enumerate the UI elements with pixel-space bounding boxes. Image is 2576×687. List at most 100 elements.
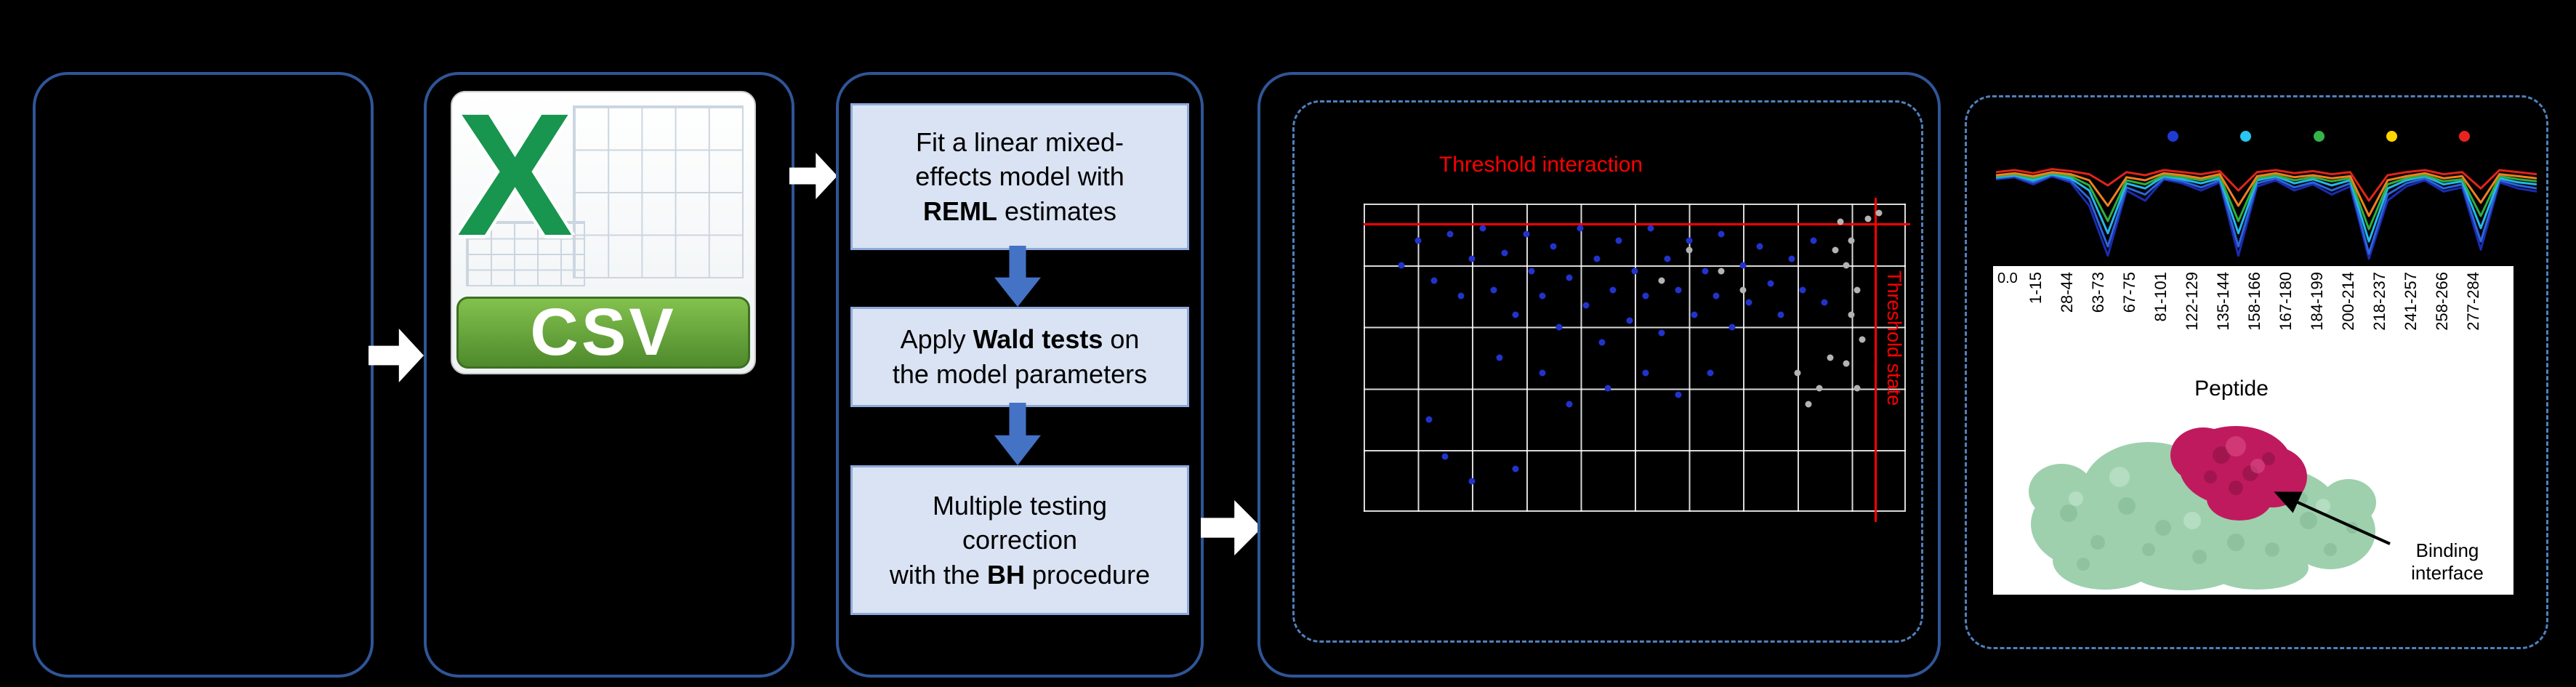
scatter-dot [1810,237,1817,244]
scatter-dot [1593,255,1601,262]
scatter-dot [1512,311,1519,318]
protein-structure-image [2018,404,2527,595]
scatter-dot [1859,336,1866,343]
scatter-dot [1582,302,1590,309]
peptide-label: 81-101 [2152,272,2170,322]
legend-dot-icon [2313,130,2325,142]
scatter-dot [1658,329,1665,337]
binding-interface-label: Binding interface [2411,539,2484,584]
peptide-label: 241-257 [2402,272,2420,331]
scatter-dot [1647,225,1654,232]
flow-step-line: correction [962,525,1078,555]
peptide-label: 167-180 [2277,272,2295,331]
peptide-label: 67-75 [2120,272,2138,313]
scatter-dot [1658,277,1665,284]
scatter-dot [1843,262,1850,269]
scatter-dot [1777,311,1784,318]
threshold-interaction-label: Threshold interaction [1438,153,1643,177]
threshold-interaction-line [1364,223,1910,225]
legend-dot-icon [2459,130,2470,142]
scatter-dot [1550,243,1557,250]
scatter-dot [1501,249,1508,257]
flow-step-line: REML estimates [922,196,1117,226]
scatter-dot [1864,215,1872,222]
scatter-dot [1577,225,1584,232]
peptide-label: 258-266 [2433,272,2451,331]
scatter-dot [1718,230,1725,238]
scatter-dot [1528,268,1535,275]
scatter-dot [1843,360,1850,367]
scatter-dot [1609,286,1617,294]
legend-dot-icon [2386,130,2397,142]
scatter-dot [1446,230,1454,238]
peptide-label: 63-73 [2089,272,2107,313]
scatter-dot [1566,274,1573,281]
scatter-dot [1691,311,1698,318]
scatter-dot [1756,243,1763,250]
scatter-dot [1626,317,1633,324]
scatter-dot [1675,391,1682,398]
scatter-dot [1821,299,1828,306]
scatter-dot [1794,369,1801,377]
uptake-chart-svg [1995,168,2537,260]
scatter-dot [1598,339,1606,346]
flow-step-line: the model parameters [892,359,1148,389]
results-structure-dashed-border [1965,95,2548,649]
scatter-dot [1430,277,1438,284]
scatter-dot [1816,385,1823,392]
flow-step-line: Fit a linear mixed- [915,126,1124,157]
peptide-label: 200-214 [2339,272,2357,331]
scatter-dot [1686,237,1693,244]
scatter-dot [1615,237,1622,244]
scatter-dot [1566,401,1573,408]
peptide-axis-title: Peptide [2194,377,2269,401]
excel-x-letter: X [456,76,573,272]
scatter-dot [1788,255,1795,262]
threshold-state-label: Threshold state [1883,270,1905,406]
scatter-dot [1468,255,1476,262]
scatter-dot [1712,292,1720,300]
scatter-dot [1398,262,1405,269]
scatter-dot [1490,286,1497,294]
scatter-dot [1523,230,1530,238]
scatter-dot [1457,292,1465,300]
scatter-dot [1539,369,1546,377]
flow-step-line: with the BH procedure [889,559,1151,590]
scatter-dot [1767,280,1774,287]
scatter-dot [1496,354,1502,361]
csv-file-icon: X CSV [451,77,756,374]
scatter-dot [1707,369,1714,377]
uptake-chart [1995,154,2537,268]
scatter-dot [1718,268,1725,275]
right-arrow-icon [789,153,837,199]
flow-step-line: Apply Wald tests on [900,324,1140,355]
scatter-dot [1728,324,1736,331]
flow-step-fit-model: Fit a linear mixed-effects model with REM… [850,103,1189,250]
results-scatter-dashed-border [1292,100,1923,643]
peptide-label: 1-15 [2026,272,2045,305]
legend-dot-icon [2168,130,2178,142]
scatter-dot [1745,299,1752,306]
threshold-state-line [1875,198,1877,522]
scatter-dot [1512,465,1519,473]
peptide-label: 158-166 [2245,272,2263,331]
legend-dot-icon [2240,130,2252,142]
flow-step-line: effects model with [915,161,1124,192]
peptide-label: 277-284 [2464,272,2482,331]
scatter-dot [1555,324,1563,331]
scatter-dot [1642,369,1649,377]
scatter-dot [1414,237,1422,244]
scatter-dot [1664,255,1671,262]
flow-step-bh-correction: Multiple testing correction with the BH pr… [850,465,1189,615]
scatter-dot [1805,401,1812,408]
peptide-label: 135-144 [2214,272,2232,331]
scatter-dot [1875,209,1883,217]
peptide-axis-labels: 1-15 28-44 63-73 67-75 81-101 122-129 135-144 1… [2026,272,2482,388]
right-arrow-icon [369,329,424,382]
scatter-dot [1827,354,1834,361]
scatter-dot [1631,268,1638,275]
scatter-dot [1468,478,1476,485]
timepoint-legend [2168,129,2470,142]
scatter-dot [1675,286,1682,294]
